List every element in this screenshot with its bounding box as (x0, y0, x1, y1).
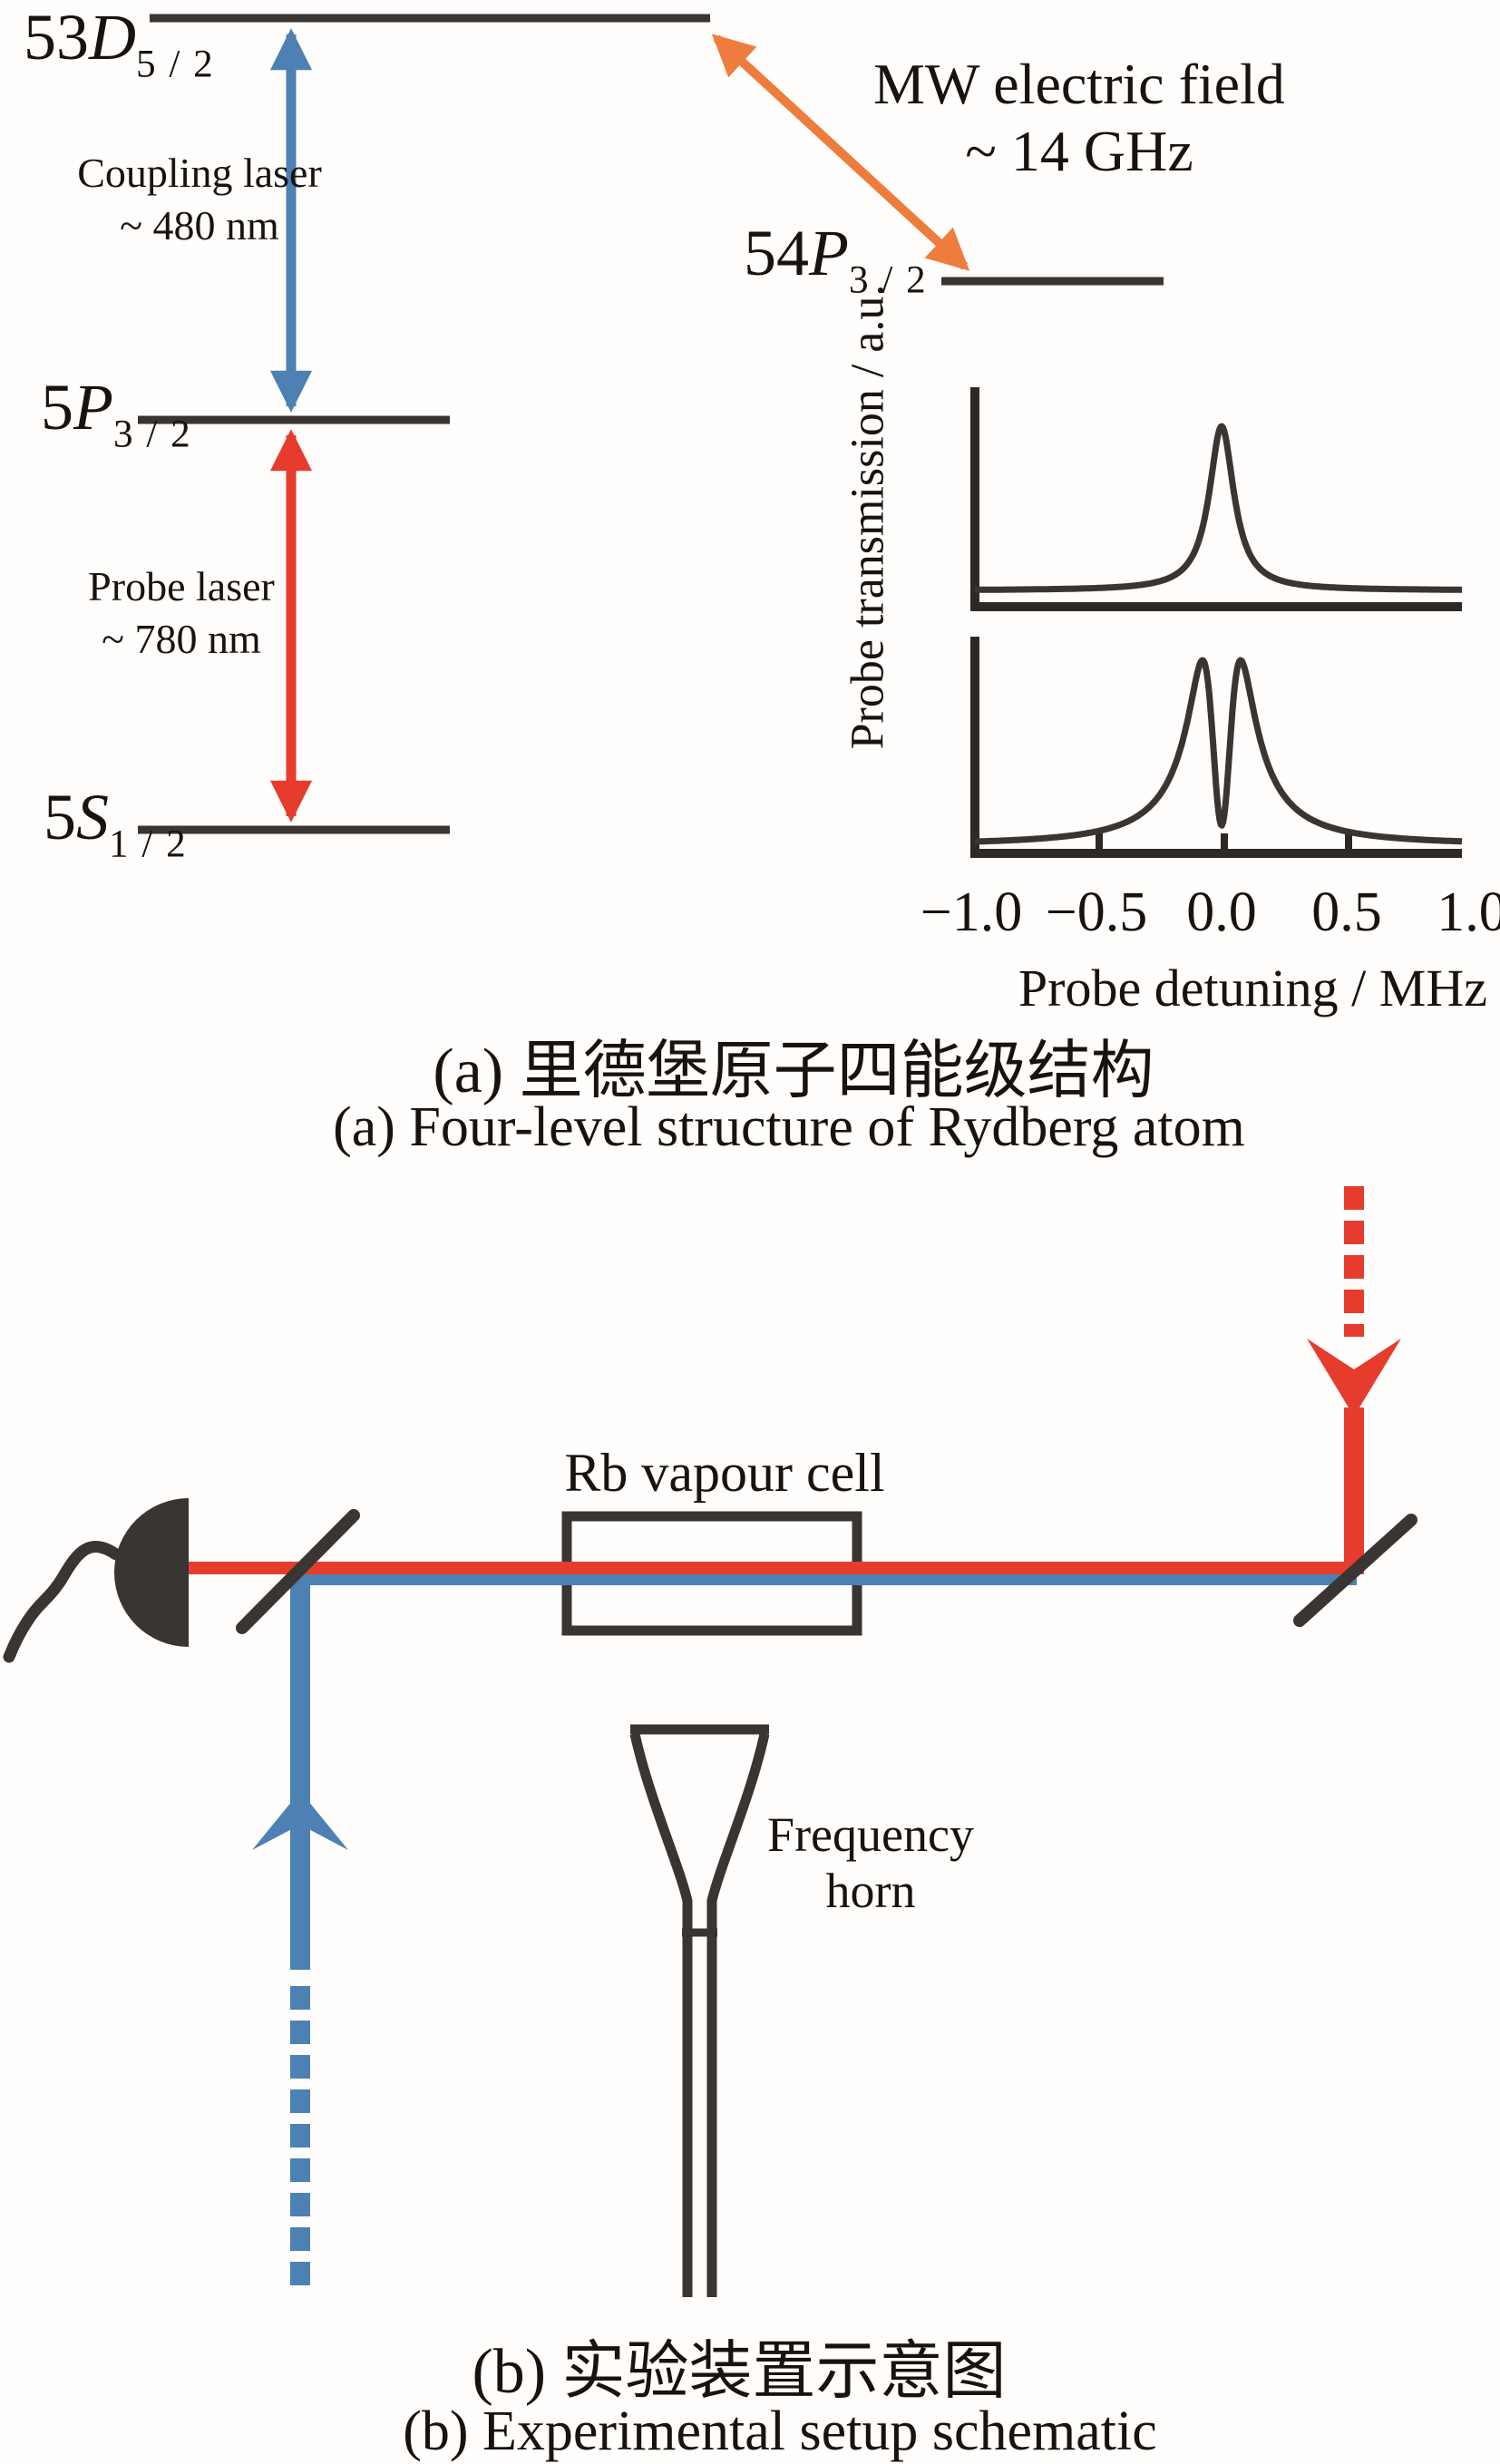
level-54p-subscript: 3 / 2 (848, 258, 928, 302)
probe-beam-vertical (1344, 1407, 1364, 1574)
probe-laser-line2: ~ 780 nm (102, 616, 261, 662)
coupling-laser-label: Coupling laser ~ 480 nm (36, 147, 363, 252)
mw-field-line2: ~ 14 GHz (965, 119, 1193, 183)
probe-beam-horizontal (181, 1562, 1364, 1574)
level-54p-num: 54 (744, 217, 809, 289)
x-tick-label-2: 0.0 (1186, 881, 1257, 943)
level-5p-num: 5 (41, 371, 73, 443)
frequency-horn-line1: Frequency (767, 1807, 974, 1862)
coupling-laser-line2: ~ 480 nm (120, 202, 279, 248)
frequency-horn-line2: horn (825, 1864, 916, 1918)
level-53d-num: 53 (24, 1, 89, 73)
mirror-right (1293, 1514, 1417, 1627)
probe-beam-arrowhead (1307, 1339, 1401, 1417)
mirror-left (236, 1509, 360, 1634)
level-53d-letter: D (89, 1, 136, 73)
plot-bottom-ticks (1096, 833, 1352, 853)
curve-split-peak (972, 657, 1465, 845)
level-5s-letter: S (76, 781, 109, 853)
level-label-5s: 5S1 / 2 (44, 780, 188, 866)
mw-field-label: MW electric field ~ 14 GHz (852, 51, 1306, 185)
coupling-laser-line1: Coupling laser (77, 150, 322, 196)
caption-a-en: (a) Four-level structure of Rydberg atom (333, 1096, 1245, 1158)
frequency-horn-label: Frequency horn (726, 1807, 1016, 1919)
horn-outline (629, 1724, 770, 2297)
level-label-53d: 53D5 / 2 (24, 0, 215, 86)
level-label-54p: 54P3 / 2 (744, 216, 928, 302)
detector-cable-icon (3, 1541, 122, 1663)
level-53d-subscript: 5 / 2 (136, 43, 215, 86)
plot-bottom-axes (970, 637, 1462, 858)
level-label-5p: 5P3 / 2 (41, 370, 192, 456)
level-5p-letter: P (73, 371, 113, 443)
probe-laser-label: Probe laser ~ 780 nm (27, 560, 336, 666)
plot-top-axes (970, 387, 1462, 611)
x-axis-label: Probe detuning / MHz (1018, 959, 1487, 1018)
coupling-beam-dashed (290, 1986, 310, 2285)
photodetector (114, 1498, 189, 1647)
curve-single-peak (972, 423, 1465, 593)
x-tick-label-3: 0.5 (1311, 881, 1382, 943)
y-axis-label: Probe transmission / a.u. (842, 284, 894, 750)
caption-b-zh: (b) 实验装置示意图 (472, 2337, 1007, 2407)
rb-cell-label: Rb vapour cell (564, 1443, 885, 1503)
mw-field-arrow (711, 34, 970, 271)
probe-laser-line1: Probe laser (88, 563, 275, 609)
probe-beam-dashed (1344, 1186, 1364, 1337)
caption-b-en: (b) Experimental setup schematic (403, 2401, 1157, 2462)
level-54p-letter: P (809, 217, 849, 289)
level-5s-subscript: 1 / 2 (109, 823, 188, 866)
caption-a-zh: (a) 里德堡原子四能级结构 (433, 1037, 1154, 1106)
coupling-beam-horizontal (291, 1574, 1357, 1585)
coupling-beam-vertical (290, 1582, 310, 1970)
mw-field-line1: MW electric field (873, 52, 1285, 116)
level-5p-subscript: 3 / 2 (112, 413, 192, 456)
level-5s-num: 5 (44, 781, 76, 853)
coupling-beam-arrowhead (252, 1791, 348, 1850)
x-tick-label-1: −0.5 (1045, 881, 1148, 943)
x-tick-label-0: −1.0 (920, 881, 1023, 943)
x-tick-label-4: 1.0 (1437, 881, 1500, 943)
